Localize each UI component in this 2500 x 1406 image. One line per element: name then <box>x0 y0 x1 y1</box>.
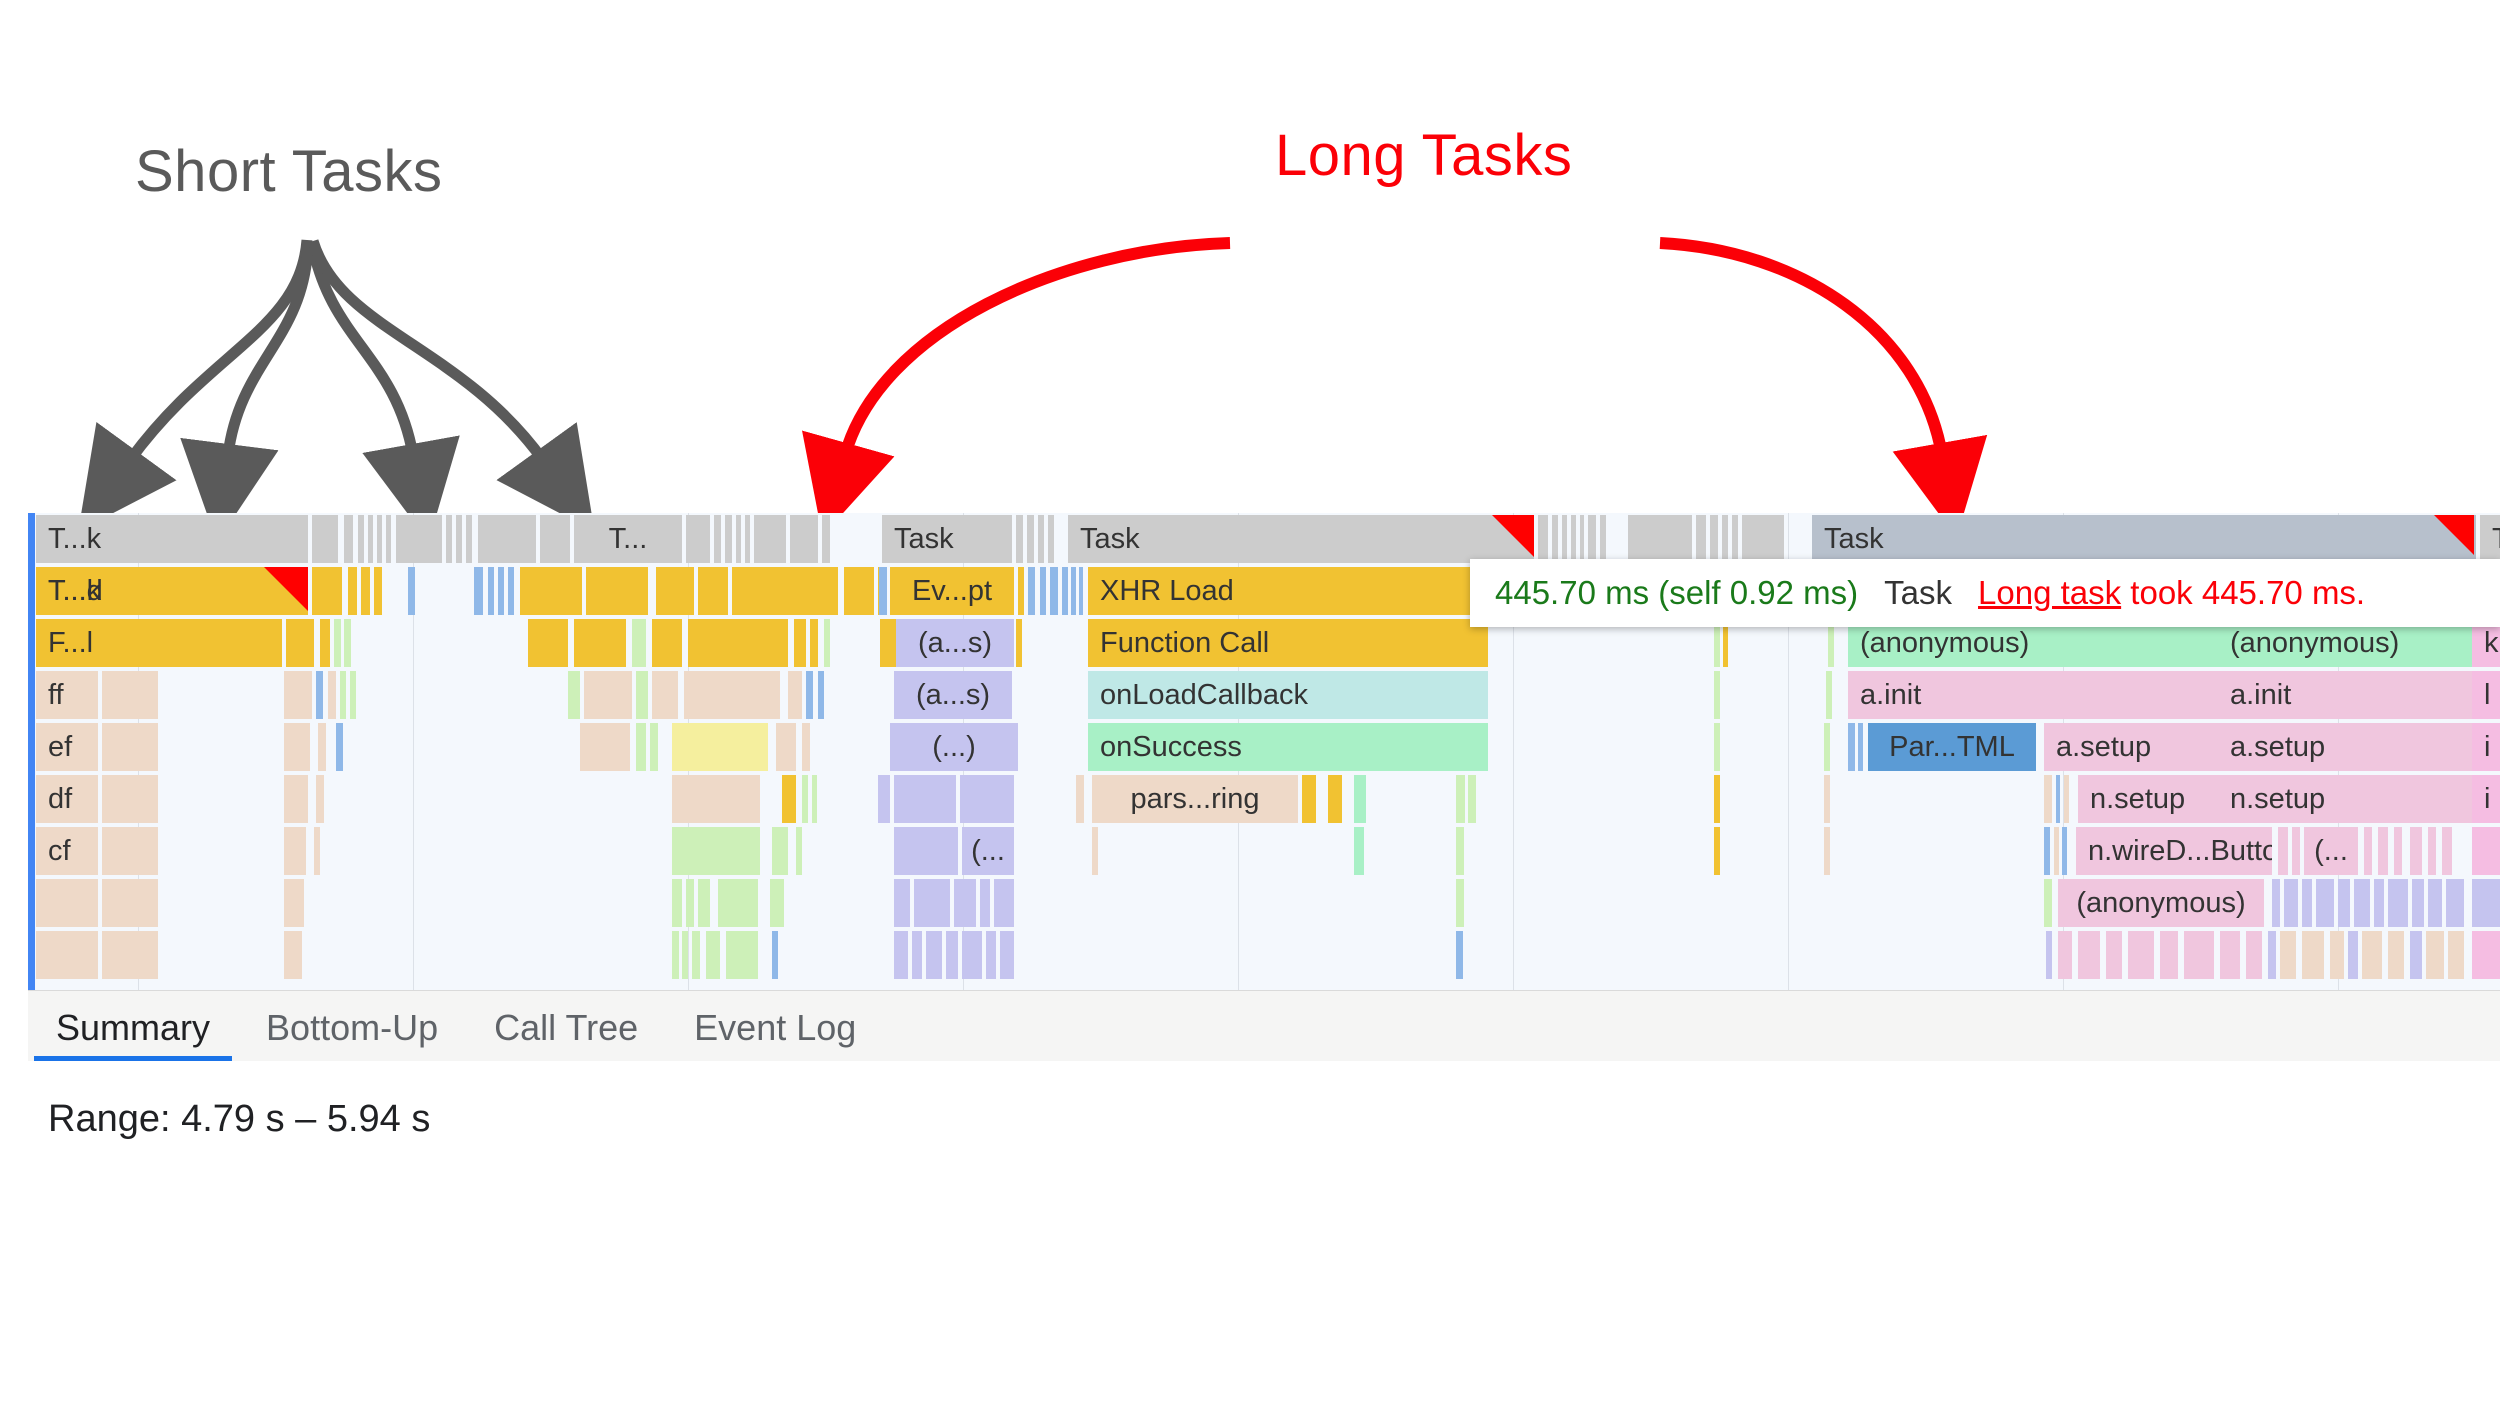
frame-anon-s-2[interactable]: (a...s) <box>2472 879 2500 927</box>
tooltip-duration: 445.70 ms (self 0.92 ms) <box>1495 574 1859 611</box>
frame-n-wire-buttons[interactable]: n.wireD...Buttons <box>2076 827 2272 875</box>
frame-ff[interactable]: ff <box>36 671 98 719</box>
tab-bottom-up[interactable]: Bottom-Up <box>266 1007 439 1048</box>
long-task-warning-triangle <box>264 567 308 611</box>
timeline-marker <box>28 513 35 990</box>
long-task-warning-triangle <box>2434 515 2474 555</box>
task-block[interactable]: T...k <box>36 515 308 563</box>
frame-function-call[interactable]: Function Call <box>1088 619 1488 667</box>
range-label: Range: 4.79 s – 5.94 s <box>48 1098 431 1140</box>
tooltip-warning-link[interactable]: Long task <box>1978 574 2122 611</box>
frame-a-setup-b[interactable]: a.setup <box>2218 723 2472 771</box>
flame-row-8: (a...s) <box>28 929 2500 981</box>
frame-cf[interactable]: cf <box>36 827 98 875</box>
frame-paren[interactable]: (... <box>962 827 1014 875</box>
flame-row-6: cf (... n.wireD...Buttons (... <box>28 825 2500 877</box>
frame-k[interactable]: k <box>2472 619 2500 667</box>
frame-onsuccess[interactable]: onSuccess <box>1088 723 1488 771</box>
flame-row-7: (anonymous) (a...s) <box>28 877 2500 929</box>
frame-anon-s-3[interactable]: (a...s) <box>2472 931 2500 979</box>
flame-row-4: ef (...) onSuccess Par...TML a.setup i <box>28 721 2500 773</box>
flame-row-0: T...k T... Task <box>28 513 2500 565</box>
frame-paren-2[interactable]: (... <box>2304 827 2358 875</box>
tooltip-warning-rest: took 445.70 ms. <box>2121 574 2366 611</box>
task-block-3[interactable]: Task <box>1068 515 1534 563</box>
frame-T-d[interactable]: T...k <box>36 567 308 615</box>
tab-summary[interactable]: Summary <box>28 995 238 1061</box>
details-drawer <box>28 990 2500 1061</box>
frame-xhr-load[interactable]: XHR Load <box>1088 567 1488 615</box>
task-block-2[interactable]: Task <box>882 515 1012 563</box>
frame-parse-string[interactable]: pars...ring <box>1092 775 1298 823</box>
frame-df[interactable]: df <box>36 775 98 823</box>
tooltip-event-name: Task <box>1884 574 1953 611</box>
task-block[interactable]: T... <box>574 515 682 563</box>
tab-call-tree[interactable]: Call Tree <box>494 1007 639 1048</box>
gridline <box>1788 513 1789 990</box>
frame-anonymous-b[interactable]: (anonymous) <box>2218 619 2472 667</box>
frame-i-2[interactable]: i <box>2472 775 2500 823</box>
tooltip-warning: Long task took 445.70 ms. <box>1978 574 2365 612</box>
flame-row-5: df pars...ring n.setup i <box>28 773 2500 825</box>
frame-parse-html[interactable]: Par...TML <box>1868 723 2036 771</box>
flame-chart[interactable]: T...k T... Task <box>28 513 2500 990</box>
frame-event[interactable]: Ev...pt <box>890 567 1014 615</box>
frame-onloadcallback[interactable]: onLoadCallback <box>1088 671 1488 719</box>
details-tabs: Summary Bottom-Up Call Tree Event Log <box>28 995 884 1061</box>
frame-n-setup-b[interactable]: n.setup <box>2218 775 2472 823</box>
frame-a-init-b[interactable]: a.init <box>2218 671 2472 719</box>
long-task-warning-triangle <box>1492 515 1534 557</box>
frame-l[interactable]: l <box>2472 671 2500 719</box>
gridline <box>1513 513 1514 990</box>
frame-anonymous-2[interactable]: (anonymous) <box>2058 879 2264 927</box>
frame-i[interactable]: i <box>2472 723 2500 771</box>
frame-dots[interactable]: (...) <box>890 723 1018 771</box>
short-tasks-annotation: Short Tasks <box>135 139 443 204</box>
task-block-5[interactable]: Task <box>2480 515 2500 563</box>
frame-F-l[interactable]: F...l <box>36 619 282 667</box>
frame-label-overlay: T...d <box>48 575 103 607</box>
gridline <box>413 513 414 990</box>
flame-row-3: ff (a...s) onLoadCallback a.init l <box>28 669 2500 721</box>
frame-anon-s[interactable]: (a...s) <box>2472 827 2500 875</box>
tab-event-log[interactable]: Event Log <box>694 1007 857 1048</box>
event-tooltip: 445.70 ms (self 0.92 ms) Task Long task … <box>1470 559 2500 627</box>
frame-anon-2[interactable]: (a...s) <box>894 671 1012 719</box>
long-tasks-annotation: Long Tasks <box>1275 123 1573 188</box>
task-block-4-hovered[interactable]: Task <box>1812 515 2476 563</box>
frame-anon[interactable]: (a...s) <box>896 619 1014 667</box>
frame-ef[interactable]: ef <box>36 723 98 771</box>
